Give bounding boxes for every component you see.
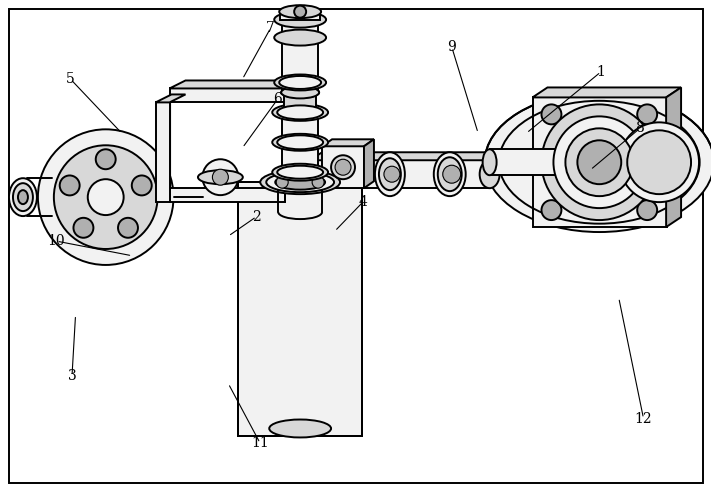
- Polygon shape: [281, 12, 320, 20]
- Ellipse shape: [274, 30, 326, 46]
- Ellipse shape: [281, 87, 319, 98]
- Ellipse shape: [438, 157, 461, 191]
- Circle shape: [95, 149, 115, 169]
- Bar: [490, 149, 639, 175]
- Bar: [533, 97, 667, 227]
- Ellipse shape: [274, 74, 326, 91]
- Ellipse shape: [13, 183, 33, 211]
- Ellipse shape: [302, 160, 318, 188]
- Circle shape: [541, 200, 562, 220]
- Text: 2: 2: [252, 210, 261, 223]
- Ellipse shape: [272, 134, 328, 151]
- Polygon shape: [310, 152, 501, 160]
- Text: 7: 7: [266, 21, 276, 34]
- Ellipse shape: [277, 105, 323, 120]
- Ellipse shape: [632, 149, 646, 175]
- Polygon shape: [169, 89, 286, 102]
- Ellipse shape: [483, 149, 496, 175]
- Ellipse shape: [18, 190, 28, 204]
- Circle shape: [627, 130, 691, 194]
- Circle shape: [212, 169, 229, 185]
- Circle shape: [637, 104, 657, 124]
- Polygon shape: [169, 188, 286, 202]
- Polygon shape: [322, 139, 374, 146]
- Ellipse shape: [272, 164, 328, 181]
- Circle shape: [637, 200, 657, 220]
- Ellipse shape: [277, 135, 323, 149]
- Polygon shape: [666, 88, 681, 227]
- Text: 6: 6: [273, 92, 282, 106]
- Bar: [322, 146, 364, 188]
- Text: 10: 10: [48, 234, 66, 248]
- Ellipse shape: [276, 175, 325, 189]
- Ellipse shape: [379, 158, 401, 190]
- Polygon shape: [533, 88, 681, 97]
- Polygon shape: [282, 112, 318, 172]
- Text: 1: 1: [597, 65, 605, 79]
- Text: 12: 12: [634, 412, 652, 426]
- Ellipse shape: [277, 166, 323, 179]
- Ellipse shape: [269, 173, 331, 191]
- Circle shape: [565, 128, 633, 196]
- Polygon shape: [282, 37, 318, 92]
- Circle shape: [132, 176, 152, 195]
- Ellipse shape: [261, 170, 340, 194]
- Polygon shape: [282, 20, 318, 37]
- Polygon shape: [364, 139, 374, 188]
- Ellipse shape: [485, 92, 712, 232]
- Circle shape: [73, 218, 93, 238]
- Text: 3: 3: [68, 369, 76, 383]
- Ellipse shape: [279, 5, 321, 18]
- Ellipse shape: [331, 155, 355, 179]
- Polygon shape: [284, 92, 316, 112]
- Circle shape: [541, 104, 657, 220]
- Circle shape: [541, 104, 562, 124]
- Ellipse shape: [272, 104, 328, 121]
- Circle shape: [276, 176, 288, 188]
- Polygon shape: [155, 94, 186, 102]
- Circle shape: [577, 140, 622, 184]
- Circle shape: [619, 123, 699, 202]
- Ellipse shape: [281, 87, 319, 98]
- Circle shape: [88, 179, 124, 215]
- Circle shape: [60, 176, 80, 195]
- Text: 9: 9: [447, 40, 456, 54]
- Ellipse shape: [274, 12, 326, 28]
- Circle shape: [384, 166, 400, 182]
- Ellipse shape: [269, 420, 331, 437]
- Circle shape: [312, 176, 324, 188]
- Circle shape: [443, 165, 461, 183]
- Bar: [239, 182, 362, 436]
- Circle shape: [294, 6, 306, 18]
- Polygon shape: [310, 160, 490, 188]
- Polygon shape: [155, 102, 169, 202]
- Circle shape: [118, 218, 138, 238]
- Text: 8: 8: [636, 121, 644, 135]
- Ellipse shape: [480, 160, 500, 188]
- Ellipse shape: [335, 159, 351, 175]
- Text: 11: 11: [251, 436, 269, 450]
- Ellipse shape: [266, 172, 334, 192]
- Text: 5: 5: [66, 72, 75, 86]
- Circle shape: [54, 145, 157, 249]
- Circle shape: [38, 129, 174, 265]
- Circle shape: [553, 117, 645, 208]
- Polygon shape: [169, 81, 301, 89]
- Ellipse shape: [279, 76, 321, 89]
- Text: 4: 4: [359, 195, 367, 209]
- Circle shape: [202, 159, 239, 195]
- Bar: [239, 182, 362, 436]
- Ellipse shape: [434, 152, 466, 196]
- Ellipse shape: [375, 152, 405, 196]
- Ellipse shape: [9, 178, 37, 216]
- Ellipse shape: [198, 170, 243, 184]
